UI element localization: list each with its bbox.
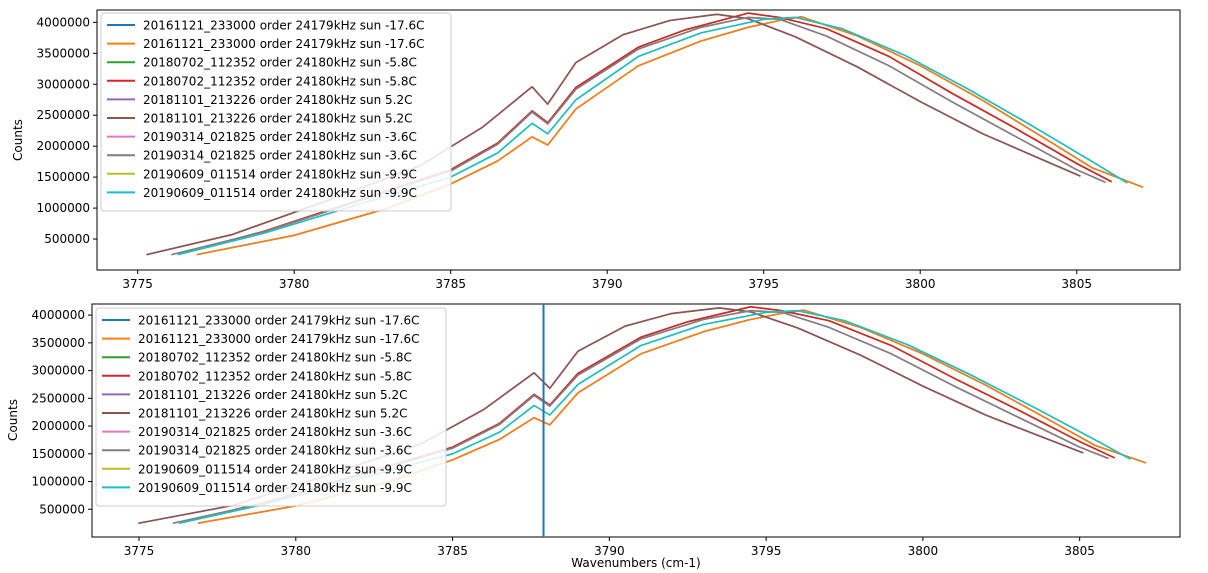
- y-tick-label: 3500000: [32, 336, 85, 350]
- y-tick-label: 2000000: [32, 419, 85, 433]
- legend-label-2: 20161121_233000 order 24179kHz sun -17.6…: [138, 332, 419, 346]
- y-tick-label: 4000000: [37, 15, 90, 29]
- x-tick-label: 3785: [435, 277, 466, 291]
- y-tick-label: 2000000: [37, 139, 90, 153]
- y-tick-label: 2500000: [32, 391, 85, 405]
- plot-frame: [91, 303, 1181, 538]
- y-axis-label: Counts: [6, 399, 20, 441]
- legend-label-7: 20190314_021825 order 24180kHz sun -3.6C: [143, 130, 417, 144]
- legend-label-10: 20190609_011514 order 24180kHz sun -9.9C: [138, 481, 412, 495]
- legend-label-4: 20180702_112352 order 24180kHz sun -5.8C: [143, 74, 417, 88]
- x-tick-label: 3785: [437, 544, 468, 558]
- y-tick-label: 1500000: [37, 170, 90, 184]
- legend-box: [95, 307, 447, 507]
- x-tick-label: 3775: [122, 277, 153, 291]
- y-tick-label: 1000000: [37, 201, 90, 215]
- y-tick-label: 500000: [39, 502, 85, 516]
- legend-label-1: 20161121_233000 order 24179kHz sun -17.6…: [138, 314, 419, 328]
- legend-box: [100, 12, 452, 212]
- x-tick-label: 3795: [748, 277, 779, 291]
- x-tick-label: 3805: [1061, 277, 1092, 291]
- legend-label-5: 20181101_213226 order 24180kHz sun 5.2C: [143, 93, 413, 107]
- x-tick-label: 3780: [279, 277, 310, 291]
- legend-label-8: 20190314_021825 order 24180kHz sun -3.6C: [143, 149, 417, 163]
- y-tick-label: 1500000: [32, 447, 85, 461]
- x-tick-label: 3800: [908, 544, 939, 558]
- legend-label-2: 20161121_233000 order 24179kHz sun -17.6…: [143, 37, 424, 51]
- legend-label-9: 20190609_011514 order 24180kHz sun -9.9C: [143, 167, 417, 181]
- legend-label-3: 20180702_112352 order 24180kHz sun -5.8C: [138, 351, 412, 365]
- x-tick-label: 3780: [281, 544, 312, 558]
- x-tick-label: 3790: [594, 544, 625, 558]
- legend: 20161121_233000 order 24179kHz sun -17.6…: [95, 307, 447, 507]
- x-axis-label: Wavenumbers (cm-1): [571, 556, 700, 570]
- y-tick-label: 3000000: [32, 364, 85, 378]
- y-tick-label: 2500000: [37, 108, 90, 122]
- y-tick-label: 500000: [44, 232, 90, 246]
- plot-frame: [96, 9, 1181, 271]
- x-tick-label: 3805: [1064, 544, 1095, 558]
- legend-label-10: 20190609_011514 order 24180kHz sun -9.9C: [143, 186, 417, 200]
- legend: 20161121_233000 order 24179kHz sun -17.6…: [100, 12, 452, 212]
- x-tick-label: 3790: [592, 277, 623, 291]
- legend-label-6: 20181101_213226 order 24180kHz sun 5.2C: [143, 112, 413, 126]
- legend-label-5: 20181101_213226 order 24180kHz sun 5.2C: [138, 388, 408, 402]
- legend-label-4: 20180702_112352 order 24180kHz sun -5.8C: [138, 369, 412, 383]
- legend-label-6: 20181101_213226 order 24180kHz sun 5.2C: [138, 407, 408, 421]
- top-spectrum-chart: 3775 3780 3785 3790 3795 3800 3805 500000 100000…: [11, 9, 1181, 291]
- y-tick-label: 1000000: [32, 475, 85, 489]
- legend-label-8: 20190314_021825 order 24180kHz sun -3.6C: [138, 444, 412, 458]
- bottom-spectrum-chart: 3775 3780 3785 3790 3795 3800 3805 500000 100000…: [6, 303, 1181, 570]
- y-tick-label: 3500000: [37, 46, 90, 60]
- y-tick-label: 4000000: [32, 308, 85, 322]
- x-tick-label: 3795: [751, 544, 782, 558]
- x-tick-label: 3800: [905, 277, 936, 291]
- legend-label-9: 20190609_011514 order 24180kHz sun -9.9C: [138, 462, 412, 476]
- legend-label-1: 20161121_233000 order 24179kHz sun -17.6…: [143, 19, 424, 33]
- x-tick-label: 3775: [124, 544, 155, 558]
- legend-label-3: 20180702_112352 order 24180kHz sun -5.8C: [143, 56, 417, 70]
- series-line-2: [197, 309, 1147, 524]
- legend-label-7: 20190314_021825 order 24180kHz sun -3.6C: [138, 425, 412, 439]
- y-axis-label: Counts: [11, 119, 25, 161]
- y-tick-label: 3000000: [37, 77, 90, 91]
